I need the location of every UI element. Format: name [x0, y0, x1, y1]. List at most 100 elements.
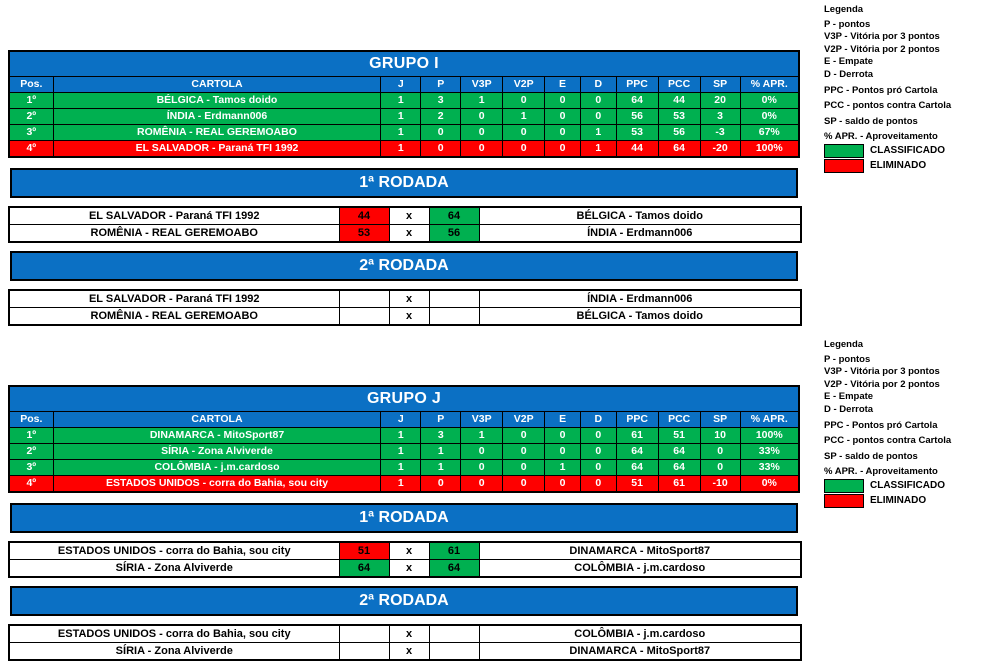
col-header-apr: % APR.: [739, 76, 800, 93]
match-separator: x: [388, 624, 430, 643]
match-home-score[interactable]: [338, 642, 390, 661]
col-header-ppc: PPC: [615, 76, 659, 93]
matches-block-grupo-j-r2: ESTADOS UNIDOS - corra do Bahia, sou cit…: [8, 624, 802, 661]
match-separator: x: [388, 559, 430, 578]
match-separator: x: [388, 307, 430, 326]
match-home-team: ROMÊNIA - REAL GEREMOABO: [8, 307, 340, 326]
cell-j: 1: [380, 124, 422, 141]
cell-ppc: 44: [615, 140, 659, 158]
cell-p: 0: [420, 124, 462, 141]
cell-v3p: 1: [460, 92, 504, 109]
matches-table-grupo-j-r2: ESTADOS UNIDOS - corra do Bahia, sou cit…: [8, 624, 802, 661]
legend-eliminado-row: ELIMINADO: [824, 494, 981, 509]
cell-e: 0: [544, 475, 581, 493]
standings-table-grupo-i: GRUPO I Pos. CARTOLA J P V3P V2P E D PPC…: [8, 50, 800, 158]
legend-line-v3p: V3P - Vitória por 3 pontos: [824, 31, 940, 43]
legend-classificado-row: CLASSIFICADO: [824, 144, 981, 159]
legend-eliminado-label: ELIMINADO: [870, 495, 927, 507]
standings-table-grupo-j: GRUPO J Pos. CARTOLA J P V3P V2P E D PPC…: [8, 385, 800, 493]
group-title: GRUPO J: [8, 385, 800, 412]
cell-p: 1: [420, 443, 462, 460]
matches-block-grupo-j-r1: ESTADOS UNIDOS - corra do Bahia, sou cit…: [8, 541, 802, 578]
cell-pos: 2º: [8, 108, 54, 125]
matches-block-grupo-i-r2: EL SALVADOR - Paraná TFI 1992 x ÍNDIA - …: [8, 289, 802, 326]
match-row: SÍRIA - Zona Alviverde 64 x 64 COLÔMBIA …: [8, 559, 802, 578]
match-away-team: BÉLGICA - Tamos doido: [478, 206, 802, 225]
legend-line-e: E - Empate: [824, 391, 874, 403]
cell-p: 3: [420, 427, 462, 444]
cell-pcc: 44: [657, 92, 701, 109]
cell-pcc: 53: [657, 108, 701, 125]
legend-classificado-label: CLASSIFICADO: [870, 480, 945, 492]
cell-sp: 0: [699, 459, 741, 476]
cell-p: 3: [420, 92, 462, 109]
match-away-score[interactable]: [428, 624, 480, 643]
match-row: ROMÊNIA - REAL GEREMOABO 53 x 56 ÍNDIA -…: [8, 224, 802, 243]
cell-v3p: 0: [460, 459, 504, 476]
match-home-score[interactable]: [338, 289, 390, 308]
cell-v2p: 0: [502, 459, 546, 476]
matches-block-grupo-i-r1: EL SALVADOR - Paraná TFI 1992 44 x 64 BÉ…: [8, 206, 802, 243]
col-header-cartola: CARTOLA: [52, 411, 382, 428]
cell-d: 1: [579, 124, 617, 141]
cell-v2p: 0: [502, 443, 546, 460]
legend-line-apr: % APR. - Aproveitamento: [824, 466, 938, 478]
standings-row: 4º ESTADOS UNIDOS - corra do Bahia, sou …: [8, 475, 800, 493]
match-away-score[interactable]: [428, 289, 480, 308]
legend-line-ppc: PPC - Pontos pró Cartola: [824, 419, 938, 431]
match-away-score[interactable]: [428, 307, 480, 326]
cell-e: 0: [544, 427, 581, 444]
match-away-team: ÍNDIA - Erdmann006: [478, 224, 802, 243]
cell-ppc: 53: [615, 124, 659, 141]
legend-title: Legenda: [824, 4, 864, 15]
legend-eliminado-row: ELIMINADO: [824, 159, 981, 174]
legend-green-swatch: [824, 144, 864, 159]
round-banner-grupo-i-r1: 1ª RODADA: [10, 168, 798, 198]
match-row: ESTADOS UNIDOS - corra do Bahia, sou cit…: [8, 541, 802, 560]
cell-cartola: ESTADOS UNIDOS - corra do Bahia, sou cit…: [52, 475, 382, 493]
cell-apr: 67%: [739, 124, 800, 141]
col-header-apr: % APR.: [739, 411, 800, 428]
cell-cartola: COLÔMBIA - j.m.cardoso: [52, 459, 382, 476]
match-home-score: 51: [338, 541, 390, 560]
match-home-team: SÍRIA - Zona Alviverde: [8, 642, 340, 661]
col-header-pcc: PCC: [657, 411, 701, 428]
legend-line-v2p: V2P - Vitória por 2 pontos: [824, 378, 940, 390]
match-home-team: EL SALVADOR - Paraná TFI 1992: [8, 206, 340, 225]
cell-apr: 0%: [739, 92, 800, 109]
cell-cartola: BÉLGICA - Tamos doido: [52, 92, 382, 109]
match-away-score: 64: [428, 206, 480, 225]
match-row: ROMÊNIA - REAL GEREMOABO x BÉLGICA - Tam…: [8, 307, 802, 326]
group-block-grupo-i: GRUPO I Pos. CARTOLA J P V3P V2P E D PPC…: [8, 50, 800, 158]
cell-p: 2: [420, 108, 462, 125]
legend-classificado-label: CLASSIFICADO: [870, 145, 945, 157]
cell-j: 1: [380, 459, 422, 476]
cell-ppc: 51: [615, 475, 659, 493]
legend-top: Legenda P - pontos V3P - Vitória por 3 p…: [824, 4, 981, 174]
cell-v3p: 0: [460, 475, 504, 493]
cell-cartola: ROMÊNIA - REAL GEREMOABO: [52, 124, 382, 141]
match-home-score[interactable]: [338, 307, 390, 326]
match-home-score[interactable]: [338, 624, 390, 643]
cell-v3p: 1: [460, 427, 504, 444]
cell-v2p: 0: [502, 140, 546, 158]
col-header-sp: SP: [699, 411, 741, 428]
col-header-pos: Pos.: [8, 411, 54, 428]
match-away-score[interactable]: [428, 642, 480, 661]
cell-sp: 3: [699, 108, 741, 125]
matches-table-grupo-i-r2: EL SALVADOR - Paraná TFI 1992 x ÍNDIA - …: [8, 289, 802, 326]
cell-pos: 2º: [8, 443, 54, 460]
cell-d: 0: [579, 475, 617, 493]
col-header-v2p: V2P: [502, 411, 546, 428]
legend-line-p: P - pontos: [824, 353, 871, 365]
cell-apr: 33%: [739, 443, 800, 460]
col-header-j: J: [380, 76, 422, 93]
col-header-d: D: [579, 411, 617, 428]
cell-cartola: EL SALVADOR - Paraná TFI 1992: [52, 140, 382, 158]
cell-sp: -3: [699, 124, 741, 141]
col-header-j: J: [380, 411, 422, 428]
cell-ppc: 64: [615, 92, 659, 109]
cell-d: 0: [579, 427, 617, 444]
cell-p: 0: [420, 475, 462, 493]
standings-row: 2º ÍNDIA - Erdmann006 1 2 0 1 0 0 56 53 …: [8, 108, 800, 125]
